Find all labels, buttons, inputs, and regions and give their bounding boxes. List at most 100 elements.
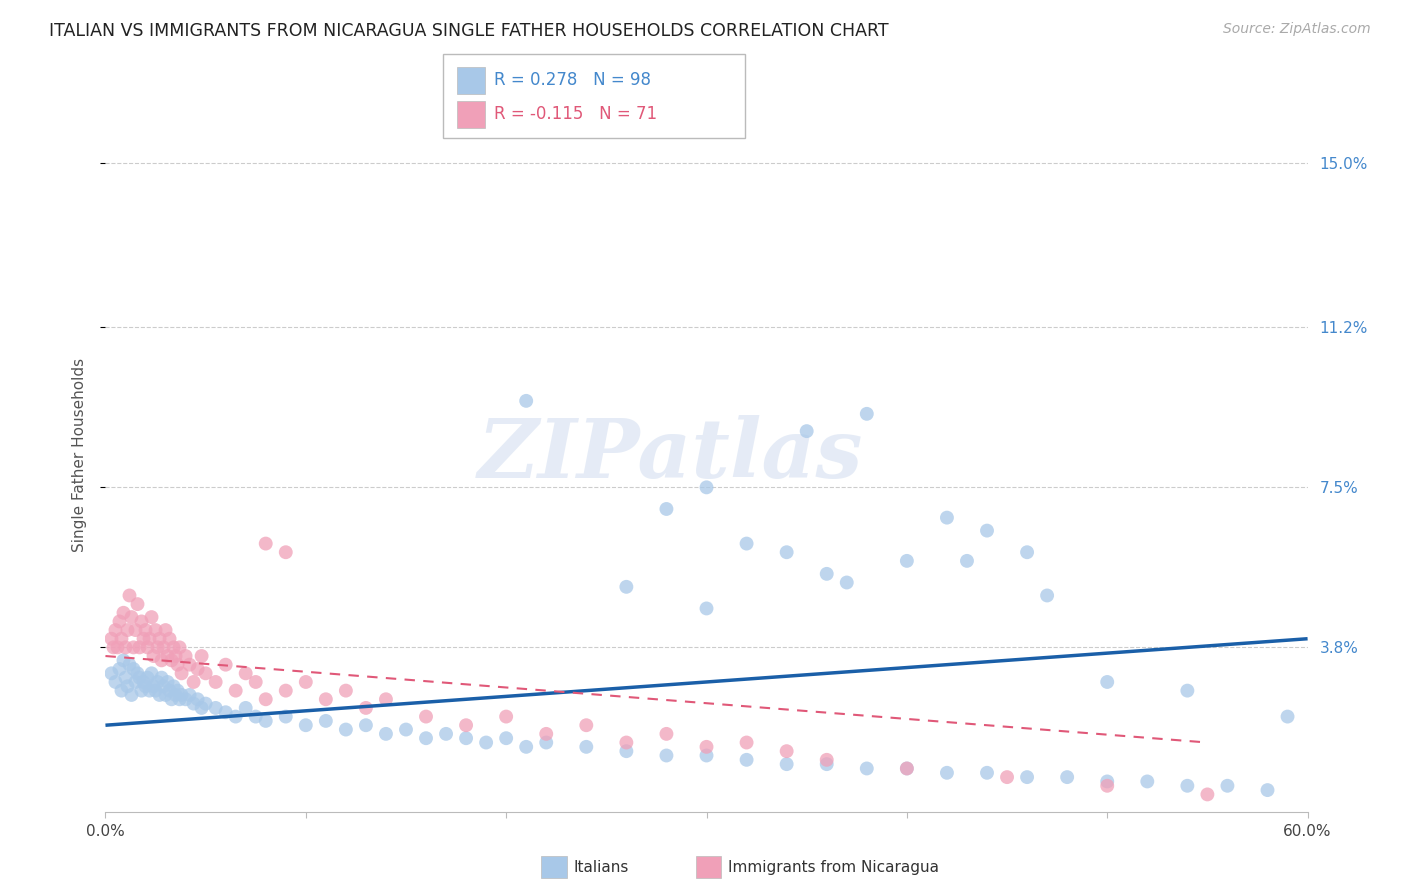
Point [174,648,197,663]
Point [131,683,153,698]
Point [146,640,169,655]
Point [160,692,183,706]
Text: R = -0.115   N = 71: R = -0.115 N = 71 [494,105,657,123]
Point [374,692,398,706]
Point [815,566,838,581]
Point [235,666,257,681]
Point [121,688,143,702]
Point [956,554,979,568]
Point [190,648,212,663]
Point [616,580,638,594]
Point [131,615,153,629]
Point [103,640,125,655]
Point [815,757,838,772]
Text: ITALIAN VS IMMIGRANTS FROM NICARAGUA SINGLE FATHER HOUSEHOLDS CORRELATION CHART: ITALIAN VS IMMIGRANTS FROM NICARAGUA SIN… [49,22,889,40]
Point [1097,675,1119,690]
Point [235,701,257,715]
Point [855,762,877,776]
Point [995,770,1018,784]
Point [108,615,131,629]
Point [183,675,205,690]
Point [132,675,155,690]
Point [162,679,184,693]
Point [127,666,149,681]
Point [655,502,678,516]
Point [100,632,122,646]
Point [152,679,174,693]
Point [395,723,418,737]
Point [776,545,799,559]
Point [170,666,193,681]
Point [335,723,357,737]
Point [1257,783,1279,797]
Point [896,554,918,568]
Point [150,653,173,667]
Point [162,640,184,655]
Point [354,718,377,732]
Point [128,671,150,685]
Point [245,709,267,723]
Point [896,762,918,776]
Point [274,545,297,559]
Point [156,648,179,663]
Point [534,727,557,741]
Point [138,683,160,698]
Point [1097,774,1119,789]
Point [225,709,247,723]
Point [114,671,136,685]
Point [138,632,160,646]
Point [170,688,193,702]
Point [254,714,277,728]
Point [1017,545,1039,559]
Point [117,679,139,693]
Point [110,632,132,646]
Point [245,675,267,690]
Point [179,688,201,702]
Point [515,739,537,754]
Point [166,683,188,698]
Text: R = 0.278   N = 98: R = 0.278 N = 98 [494,71,651,89]
Point [835,575,858,590]
Point [1017,770,1039,784]
Point [165,688,187,702]
Point [152,640,174,655]
Point [165,648,187,663]
Point [335,683,357,698]
Point [1197,788,1219,802]
Point [187,692,209,706]
Point [214,705,236,719]
Point [187,662,209,676]
Point [295,675,318,690]
Point [159,632,181,646]
Point [796,424,818,438]
Point [204,701,226,715]
Point [204,675,226,690]
Point [855,407,877,421]
Point [1097,779,1119,793]
Point [454,731,477,746]
Point [155,623,177,637]
Point [1177,683,1199,698]
Point [128,640,150,655]
Point [616,735,638,749]
Point [575,739,598,754]
Point [107,640,129,655]
Point [374,727,398,741]
Text: Source: ZipAtlas.com: Source: ZipAtlas.com [1223,22,1371,37]
Point [104,675,127,690]
Point [896,762,918,776]
Point [117,623,139,637]
Point [534,735,557,749]
Point [1277,709,1299,723]
Point [415,731,437,746]
Point [122,662,145,676]
Point [434,727,457,741]
Point [696,601,718,615]
Point [315,692,337,706]
Point [1056,770,1078,784]
Point [274,709,297,723]
Point [141,666,163,681]
Point [735,735,758,749]
Point [696,748,718,763]
Point [104,623,127,637]
